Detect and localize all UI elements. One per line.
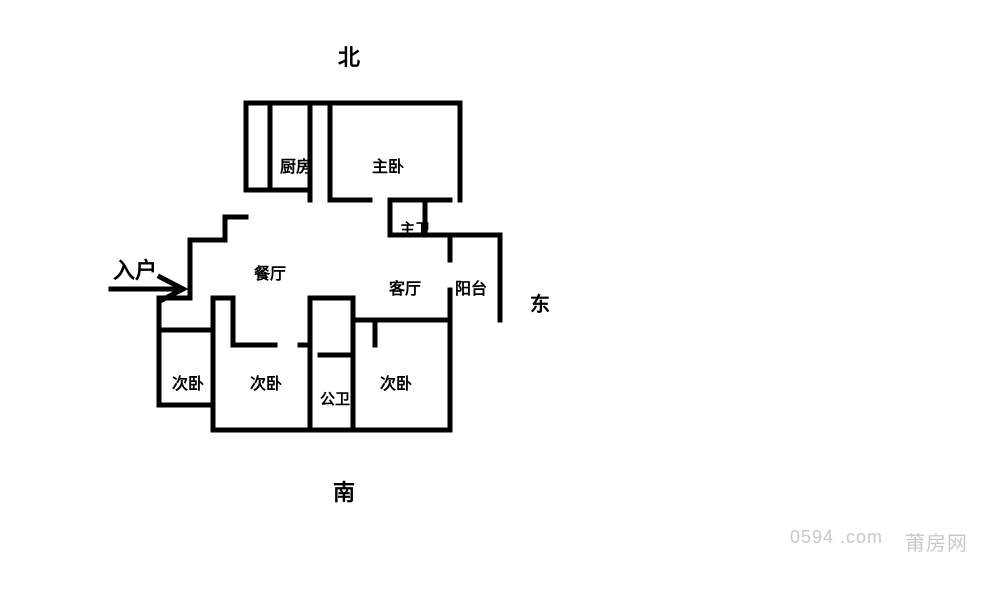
room-dining: 餐厅 bbox=[254, 260, 286, 284]
room-public-bath: 公卫 bbox=[320, 388, 350, 409]
room-balcony: 阳台 bbox=[455, 275, 487, 299]
floor-plan-drawing bbox=[0, 0, 1000, 601]
compass-south: 南 bbox=[333, 475, 355, 507]
entry-label: 入户 bbox=[113, 253, 157, 285]
room-second-bedroom-east: 次卧 bbox=[380, 370, 412, 394]
compass-east: 东 bbox=[530, 288, 550, 317]
compass-north: 北 bbox=[338, 40, 360, 72]
room-second-bedroom-west: 次卧 bbox=[172, 370, 204, 394]
room-second-bedroom-mid: 次卧 bbox=[250, 370, 282, 394]
room-master-bath: 主卫 bbox=[400, 218, 430, 239]
watermark-domain: 0594 .com bbox=[790, 527, 883, 548]
watermark-site-name: 莆房网 bbox=[905, 527, 968, 556]
room-kitchen: 厨房 bbox=[280, 153, 312, 177]
room-living: 客厅 bbox=[389, 275, 421, 299]
room-master-bedroom: 主卧 bbox=[372, 153, 404, 177]
